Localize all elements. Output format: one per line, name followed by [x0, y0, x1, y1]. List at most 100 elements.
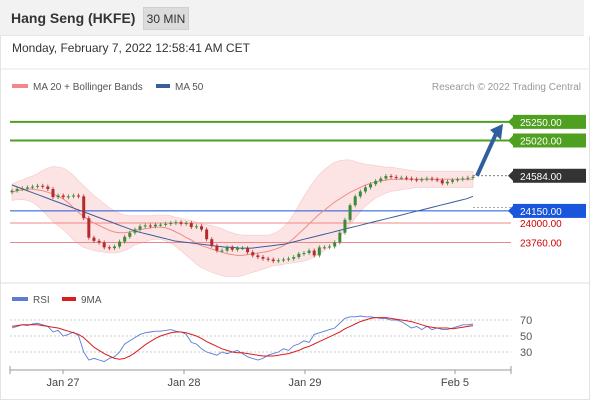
candle-body [174, 222, 178, 224]
candle-body [246, 248, 250, 253]
candle-body [276, 260, 280, 262]
candle-body [71, 195, 75, 197]
candle-body [394, 176, 398, 178]
candle-body [36, 185, 40, 187]
candle-body [430, 178, 434, 180]
candle-body [169, 223, 173, 225]
candle-body [97, 240, 101, 243]
candle-body [415, 179, 419, 181]
candle-body [343, 219, 347, 233]
candle-body [322, 247, 326, 249]
interval-button[interactable]: 30 MIN [143, 7, 189, 30]
candle-body [200, 226, 204, 230]
ma50-legend-swatch [156, 84, 170, 88]
level-label-25020.00: 25020.00 [520, 136, 562, 147]
credit-label: Research © 2022 Trading Central [432, 82, 581, 93]
candle-body [215, 245, 219, 251]
candle-body [425, 178, 429, 180]
x-label-jan-28: Jan 28 [167, 377, 200, 389]
level-tag-24584.00 [513, 168, 586, 183]
candle-body [77, 195, 81, 197]
candle-body [133, 229, 137, 233]
candle-body [287, 258, 291, 260]
candle-body [358, 191, 362, 197]
level-tag-pointer [508, 169, 514, 182]
candle-body [399, 177, 403, 179]
candle-body [328, 246, 332, 248]
x-label-jan-29: Jan 29 [288, 377, 321, 389]
level-tag-pointer [508, 134, 514, 147]
candle-body [451, 180, 455, 182]
candle-body [297, 253, 301, 258]
candle-body [251, 252, 255, 256]
candle-body [87, 218, 91, 238]
candles-layer [10, 174, 475, 264]
candle-body [307, 250, 311, 253]
candle-body [128, 232, 132, 237]
ma20-legend-label: MA 20 + Bollinger Bands [33, 82, 143, 93]
ma20-legend-swatch [12, 84, 28, 88]
candle-body [410, 178, 414, 180]
candle-body [333, 242, 337, 247]
rsi-legend-label: RSI [33, 295, 50, 306]
level-label-24000.00: 24000.00 [520, 219, 562, 230]
rsi-tick-30: 30 [520, 347, 532, 359]
candle-body [348, 205, 352, 220]
level-label-25250.00: 25250.00 [520, 118, 562, 129]
candle-body [384, 176, 388, 179]
candle-body [102, 242, 106, 248]
candle-body [56, 195, 60, 198]
candle-body [184, 223, 188, 225]
candle-body [118, 241, 122, 247]
level-tag-25250.00 [513, 114, 586, 129]
rsi-tick-50: 50 [520, 331, 532, 343]
rsi-line [11, 315, 474, 363]
level-tag-pointer [508, 115, 514, 128]
candle-body [461, 178, 465, 180]
x-label-jan-27: Jan 27 [46, 377, 79, 389]
ma50-legend-label: MA 50 [175, 82, 204, 93]
candle-body [61, 195, 65, 198]
candle-body [138, 226, 142, 230]
rsi-ma-legend-swatch [62, 297, 76, 301]
candle-body [112, 246, 116, 249]
rsi-lines-layer [11, 315, 474, 363]
level-label-24150.00: 24150.00 [520, 207, 562, 218]
level-tag-25020.00 [513, 133, 586, 148]
candle-body [220, 250, 224, 252]
candle-body [153, 224, 157, 227]
candle-body [194, 226, 198, 228]
candle-body [338, 232, 342, 243]
candle-body [456, 179, 460, 181]
forecast-arrow-layer [475, 123, 503, 177]
candle-body [189, 223, 193, 228]
instrument-title: Hang Seng (HKFE) [11, 10, 136, 26]
candle-body [30, 186, 34, 188]
candle-body [230, 247, 234, 250]
bollinger-band [11, 159, 474, 277]
candle-body [369, 184, 373, 188]
candle-body [302, 253, 306, 254]
candle-body [225, 247, 229, 251]
candle-body [317, 247, 321, 256]
candle-body [379, 178, 383, 181]
candle-body [256, 255, 260, 258]
rsi-ma-legend-label: 9MA [81, 295, 102, 306]
candle-body [15, 189, 19, 191]
x-label-feb-5: Feb 5 [441, 377, 469, 389]
candle-body [404, 177, 408, 179]
candle-body [107, 247, 111, 249]
forecast-arrow-head [490, 123, 503, 140]
candle-body [374, 180, 378, 185]
candle-body [281, 259, 285, 261]
level-tag-pointer [508, 204, 514, 217]
candle-body [435, 179, 439, 181]
rsi-legend-swatch [12, 297, 28, 301]
candle-body [41, 185, 45, 187]
candle-body [235, 248, 239, 250]
candle-body [241, 248, 244, 250]
bollinger-band-layer [11, 159, 474, 277]
candle-body [92, 237, 96, 241]
candle-body [271, 259, 275, 262]
